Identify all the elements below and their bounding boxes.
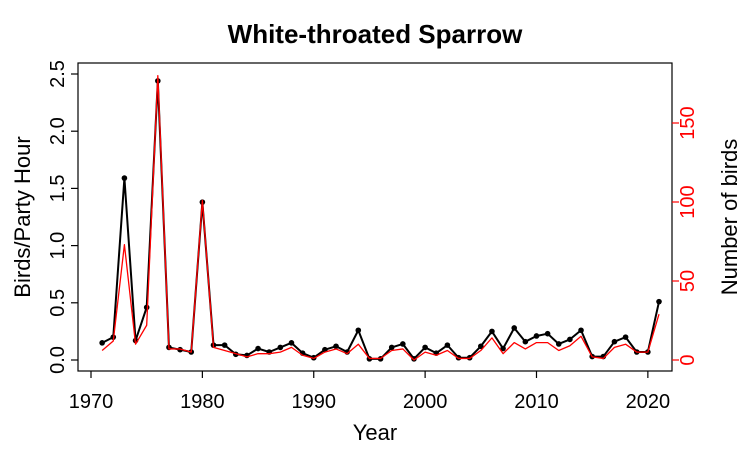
y-axis-right: 0 50 100 150 bbox=[672, 106, 699, 366]
y-left-tick-label: 0.0 bbox=[47, 346, 69, 374]
x-axis: 1970 1980 1990 2000 2010 2020 bbox=[69, 371, 670, 413]
y-left-tick-label: 2.5 bbox=[47, 60, 69, 88]
data-point bbox=[489, 328, 495, 335]
data-point bbox=[355, 327, 362, 334]
y-left-tick-label: 1.5 bbox=[47, 174, 69, 202]
y-axis-title-left: Birds/Party Hour bbox=[10, 136, 35, 297]
data-point bbox=[522, 338, 529, 345]
y-right-tick-label: 0 bbox=[677, 354, 699, 365]
data-point bbox=[400, 341, 406, 347]
data-point bbox=[622, 334, 629, 340]
data-point bbox=[333, 343, 339, 350]
x-tick-label: 1990 bbox=[291, 391, 336, 413]
data-point bbox=[656, 298, 662, 305]
series-group bbox=[99, 74, 662, 362]
y-axis-title-right: Number of birds bbox=[717, 139, 742, 296]
y-right-tick-label: 150 bbox=[677, 106, 699, 139]
data-point bbox=[221, 342, 228, 348]
y-left-tick-label: 1.0 bbox=[47, 232, 69, 260]
y-right-tick-label: 50 bbox=[677, 270, 699, 292]
data-point bbox=[411, 356, 417, 362]
x-tick-label: 1980 bbox=[180, 391, 225, 413]
data-point bbox=[288, 340, 295, 346]
chart-title: White-throated Sparrow bbox=[228, 19, 523, 49]
x-axis-title: Year bbox=[353, 420, 397, 445]
data-point bbox=[277, 344, 284, 351]
plot-frame bbox=[77, 62, 673, 372]
x-tick-label: 2020 bbox=[626, 391, 671, 413]
y-right-tick-label: 100 bbox=[677, 185, 699, 218]
data-point bbox=[544, 330, 551, 337]
data-point bbox=[143, 304, 150, 311]
data-point bbox=[567, 336, 573, 343]
data-point bbox=[611, 338, 618, 345]
x-tick-label: 2000 bbox=[403, 391, 448, 413]
data-point bbox=[99, 340, 105, 346]
data-point bbox=[121, 175, 128, 181]
data-point bbox=[478, 343, 484, 350]
data-point bbox=[578, 327, 584, 334]
y-left-tick-label: 2.0 bbox=[47, 117, 69, 145]
data-point bbox=[500, 345, 506, 352]
y-left-tick-label: 0.5 bbox=[47, 289, 69, 317]
data-point bbox=[533, 333, 540, 339]
data-point bbox=[444, 342, 451, 348]
series-line-number-of-birds bbox=[101, 74, 660, 361]
x-tick-label: 1970 bbox=[69, 391, 114, 413]
series-line-birds-per-party-hour bbox=[101, 79, 660, 360]
data-point bbox=[422, 344, 428, 351]
data-point bbox=[511, 325, 518, 331]
x-tick-label: 2010 bbox=[514, 391, 559, 413]
y-axis-left: 0.0 0.5 1.0 1.5 2.0 2.5 bbox=[47, 60, 78, 374]
data-point bbox=[255, 345, 261, 352]
data-point bbox=[388, 344, 395, 351]
data-point bbox=[555, 341, 562, 347]
